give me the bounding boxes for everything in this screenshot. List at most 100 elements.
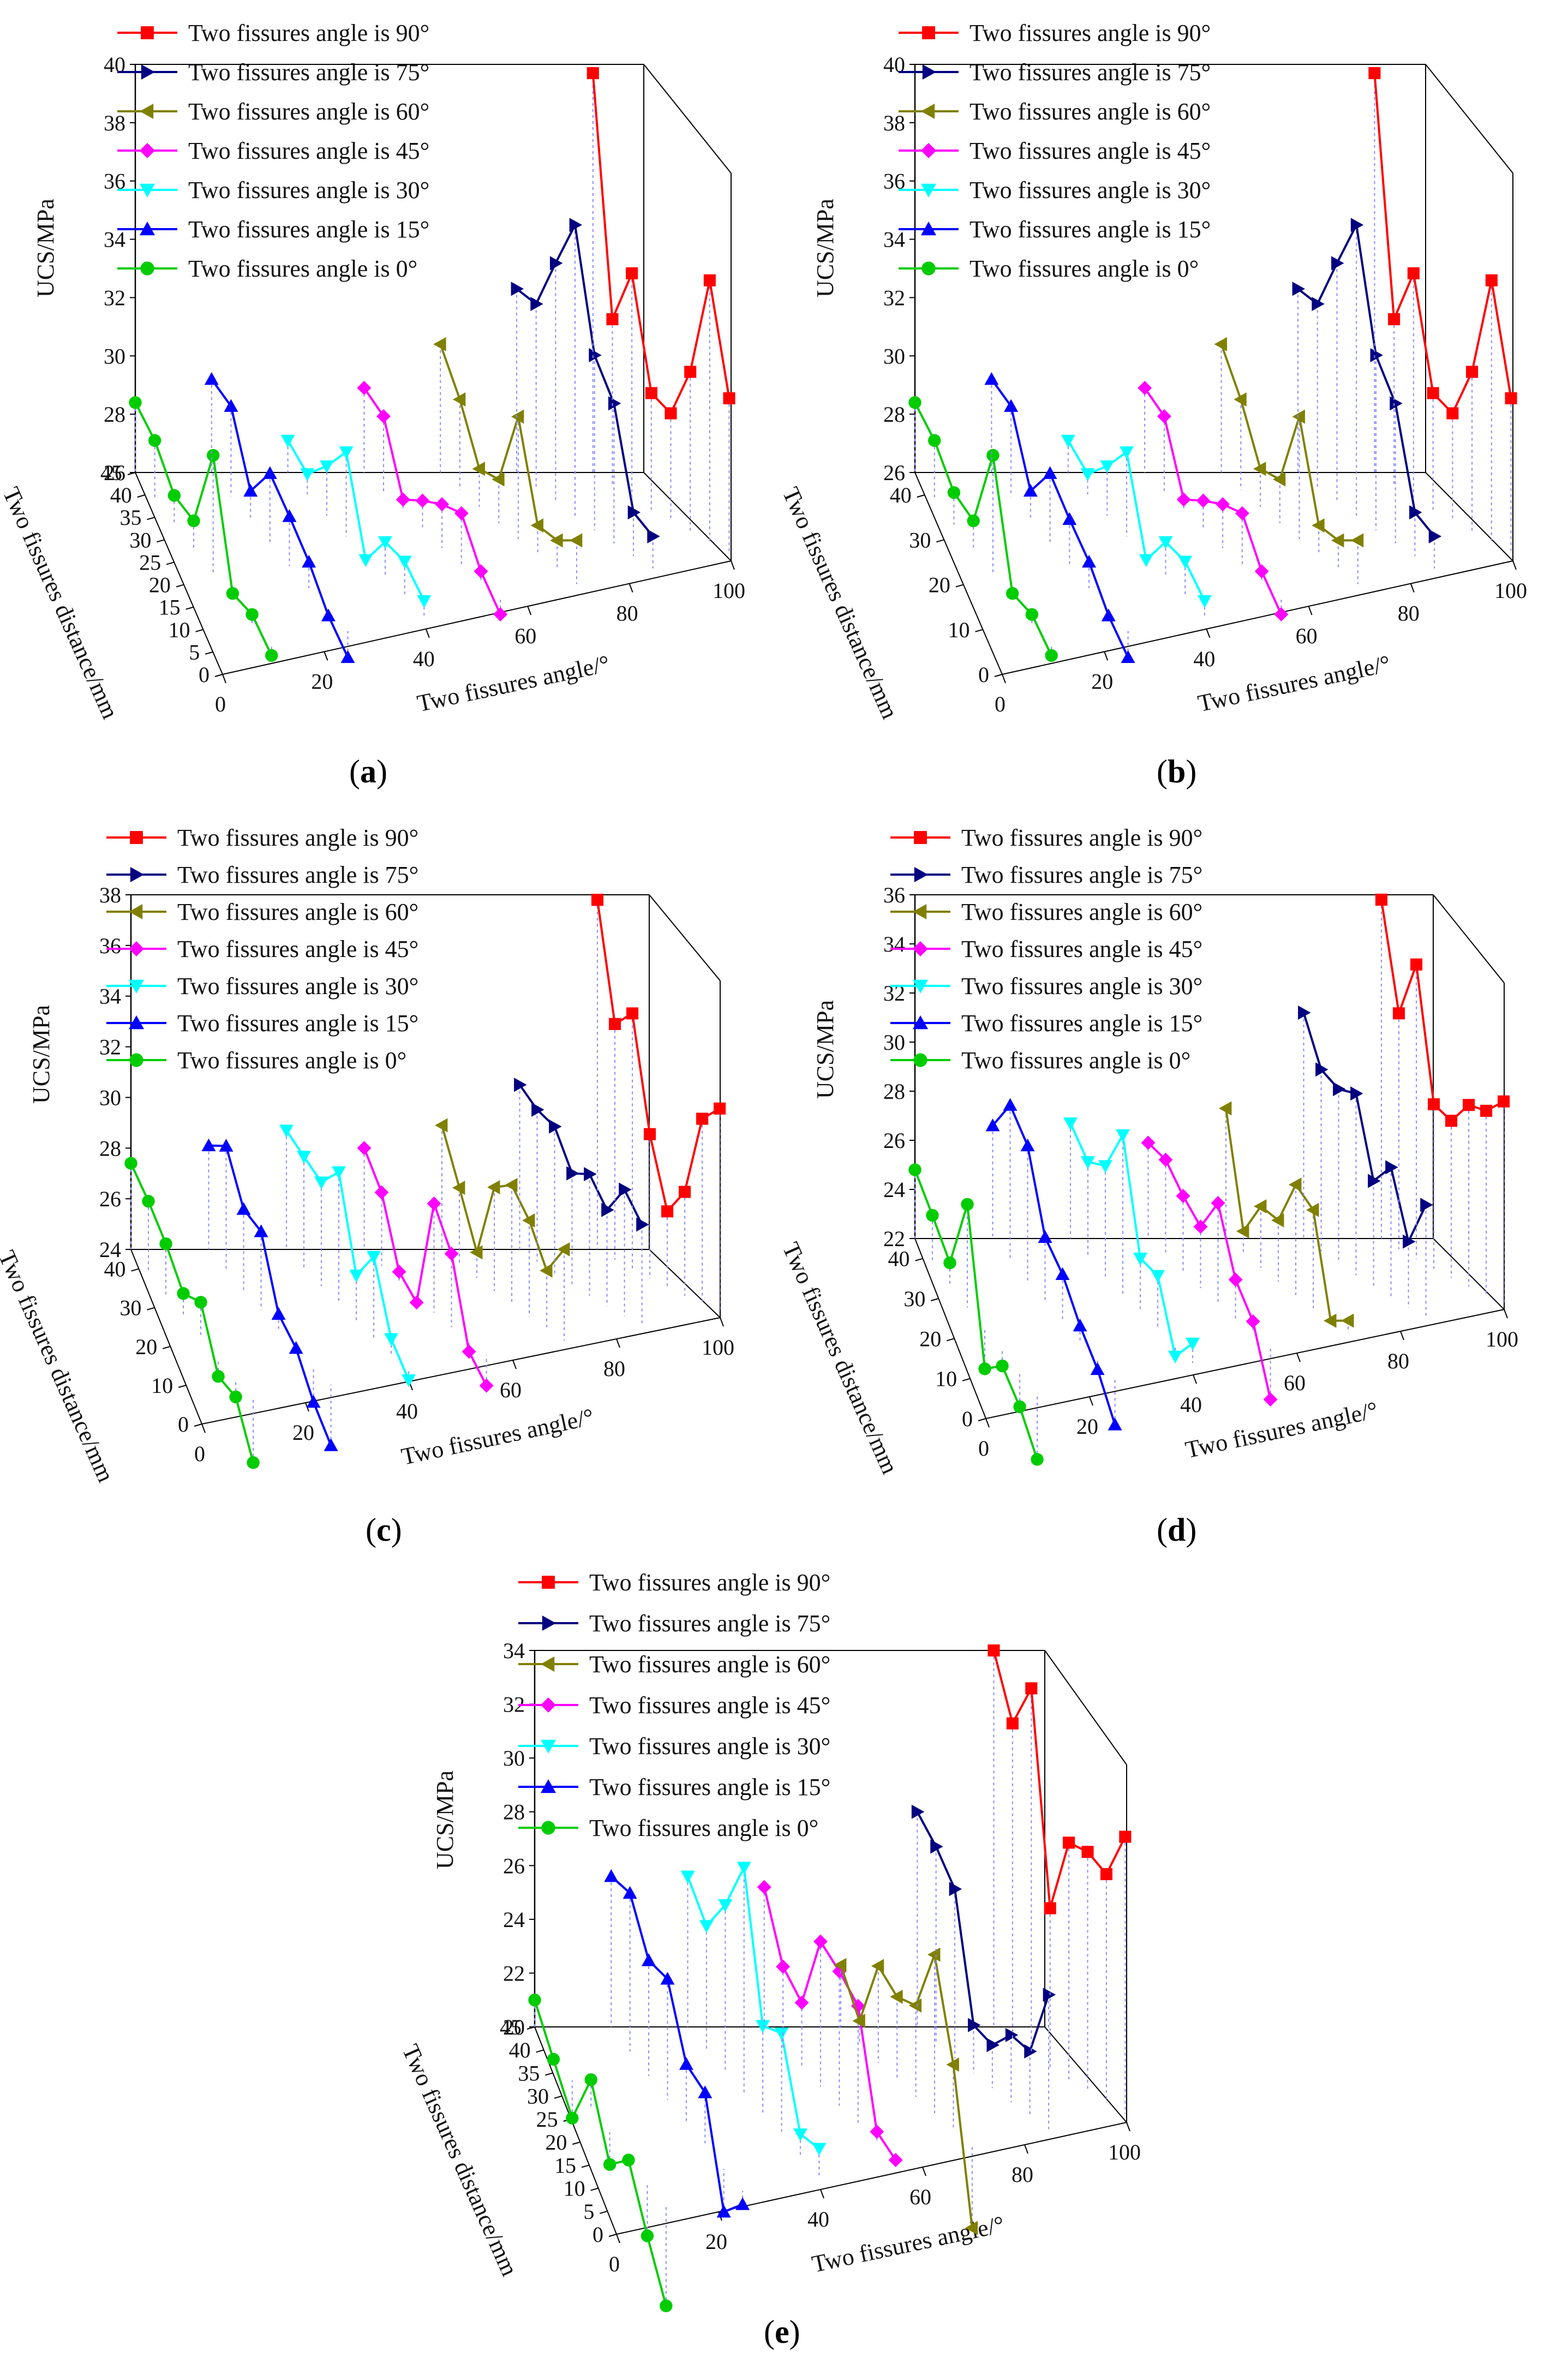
chart-a-legend-label: Two fissures angle is 90° [188, 20, 429, 46]
chart-a-x-tick-label: 100 [713, 578, 745, 603]
chart-c-legend-marker [130, 867, 144, 882]
chart-c-point [540, 1263, 553, 1278]
chart-d-x-tick [1089, 1396, 1093, 1406]
chart-d-point [1063, 1117, 1078, 1130]
chart-c-point [229, 1390, 242, 1404]
chart-c-legend-marker [129, 1015, 144, 1030]
chart-c-point [289, 1341, 303, 1354]
chart-a-point [340, 650, 355, 663]
chart-a-legend-label: Two fissures angle is 30° [188, 177, 429, 204]
chart-d-point [1168, 1350, 1183, 1364]
chart-d-point [1445, 1115, 1458, 1127]
chart-d-legend-marker [913, 979, 928, 994]
chart-e-floor [534, 2026, 1128, 2235]
chart-e-point [547, 2053, 560, 2066]
chart-b-point [967, 514, 980, 528]
chart-c-z-tick-label: 10 [151, 1373, 173, 1398]
chart-c-x-tick-label: 100 [702, 1335, 734, 1360]
chart-d-y-tick-label: 30 [883, 1030, 905, 1055]
chart-c-point [159, 1237, 172, 1251]
chart-b-x-tick [1410, 583, 1415, 593]
chart-e-x-tick-label: 20 [705, 2229, 727, 2254]
chart-a-z-tick-label: 40 [110, 483, 132, 507]
chart-a-point [703, 274, 716, 286]
chart-e-legend-label: Two fissures angle is 60° [589, 1651, 830, 1678]
chart-a-point [319, 460, 334, 474]
chart-d-series-line-15 [991, 1103, 1116, 1425]
chart-b-series-line-45 [1144, 387, 1283, 615]
chart-a-series-15 [204, 372, 355, 663]
chart-b-point [1101, 608, 1116, 621]
chart-b-point [1368, 67, 1381, 80]
chart-e-x-tick-label: 80 [1012, 2162, 1033, 2187]
chart-e-point [793, 2128, 807, 2141]
chart-a-point [665, 407, 677, 420]
chart-a-legend-marker [141, 26, 154, 39]
chart-d-series-line-0 [914, 1169, 1038, 1460]
chart-d-point [1350, 1086, 1363, 1101]
chart-c-x-tick [201, 1423, 206, 1433]
chart-c-point [384, 1333, 399, 1346]
chart-e-point [812, 2143, 827, 2156]
chart-a-point [511, 282, 524, 296]
chart-c-y-tick-label: 24 [99, 1237, 121, 1262]
chart-e-y-tick-label: 20 [503, 2015, 525, 2039]
chart-e-y-tick-label: 30 [503, 1746, 525, 1770]
chart-b-x-tick-label: 40 [1193, 647, 1215, 671]
chart-c-point [584, 1167, 597, 1182]
chart-b-legend-label: Two fissures angle is 30° [969, 177, 1211, 204]
chart-a-point [226, 587, 240, 600]
chart-d-point [926, 1209, 939, 1222]
chart-b-point [1312, 518, 1325, 533]
chart-a-point [204, 372, 219, 385]
chart-a-point [357, 381, 372, 396]
chart-d-point [996, 1359, 1009, 1373]
chart-e-z-tick [545, 2072, 553, 2076]
chart-d-y-tick-label: 22 [883, 1227, 905, 1251]
chart-e-point [623, 1886, 637, 1899]
chart-c-legend-marker [129, 1053, 143, 1067]
chart-e-legend-label: Two fissures angle is 75° [589, 1610, 830, 1637]
chart-e-point [757, 1880, 771, 1894]
chart-b-x-tick-label: 0 [995, 692, 1006, 716]
chart-d-point [1031, 1453, 1044, 1466]
chart-d-y-tick-label: 28 [883, 1079, 905, 1104]
chart-b-point [1061, 434, 1075, 448]
chart-a-z-tick [195, 629, 204, 632]
chart-b-z-tick-label: 20 [929, 573, 950, 597]
chart-c-series-line-15 [208, 1144, 332, 1446]
chart-c-series-line-30 [285, 1129, 410, 1381]
chart-c-point [549, 1119, 562, 1134]
chart-d-x-tick-label: 0 [978, 1436, 989, 1461]
chart-d-point [1463, 1099, 1475, 1111]
chart-a-point [224, 399, 238, 412]
chart-a-point [358, 554, 373, 567]
chart-a-z-tick-label: 25 [139, 550, 161, 575]
chart-e-point [1063, 1836, 1075, 1849]
chart-c-point [427, 1197, 441, 1211]
chart-e-x-tick [820, 2189, 824, 2199]
chart-e-z-tick-label: 25 [536, 2107, 558, 2132]
chart-c-series-line-75 [518, 1084, 643, 1225]
chart-b-point [1253, 462, 1266, 476]
chart-e-x-tick [1024, 2144, 1028, 2154]
chart-b-point [1485, 274, 1498, 286]
chart-e-point [1024, 2044, 1037, 2059]
chart-e-series-15 [604, 1869, 750, 2218]
chart-a-x-tick-label: 0 [215, 692, 226, 716]
chart-e-series-line-60 [840, 1950, 973, 2228]
chart-c-point [392, 1264, 406, 1279]
chart-b-point [1082, 554, 1097, 568]
chart-a-point [433, 337, 446, 351]
chart-c-x-tick [720, 1317, 724, 1327]
chart-a-series-30 [280, 434, 432, 615]
chart-c-point [194, 1296, 207, 1309]
chart-b-point [1176, 492, 1191, 507]
chart-b-legend-label: Two fissures angle is 60° [969, 98, 1211, 125]
chart-e-point [1119, 1830, 1132, 1843]
chart-e-point [927, 1947, 941, 1962]
chart-b-point [1100, 460, 1115, 474]
chart-b-z-tick-label: 10 [948, 618, 969, 642]
chart-c-legend-marker [129, 941, 144, 956]
chart-c-point [619, 1182, 632, 1197]
